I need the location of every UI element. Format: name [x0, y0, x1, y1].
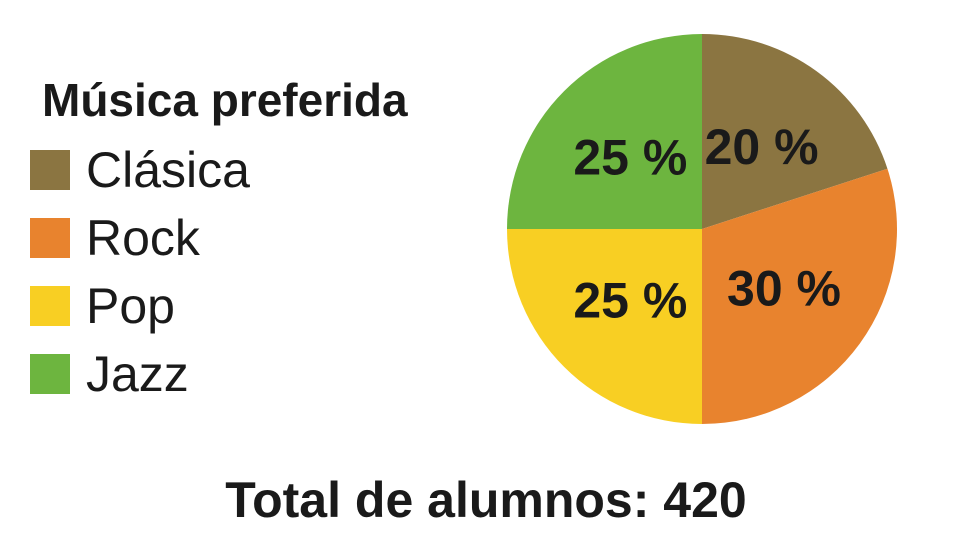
slice-label-jazz: 25 % — [573, 129, 687, 185]
legend-label-pop: Pop — [86, 278, 175, 334]
total-students-footer: Total de alumnos: 420 — [225, 472, 747, 528]
legend-swatch-pop — [30, 286, 70, 326]
chart-legend: Música preferida Clásica Rock Pop Jazz — [30, 70, 408, 408]
slice-label-pop: 25 % — [573, 273, 687, 329]
pie-slice-clasica — [702, 34, 888, 229]
legend-swatch-jazz — [30, 354, 70, 394]
legend-swatch-rock — [30, 218, 70, 258]
slice-label-clasica: 20 % — [705, 119, 819, 175]
legend-title: Música preferida — [42, 74, 408, 126]
slice-label-rock: 30 % — [727, 261, 841, 317]
pie-slice-rock — [702, 168, 898, 424]
legend-label-jazz: Jazz — [86, 346, 189, 402]
pie-slice-pop — [507, 229, 702, 424]
legend-swatch-clasica — [30, 150, 70, 190]
legend-item-pop: Pop — [30, 272, 408, 340]
legend-item-jazz: Jazz — [30, 340, 408, 408]
pie-slice-jazz — [507, 34, 702, 229]
legend-label-clasica: Clásica — [86, 142, 250, 198]
legend-item-clasica: Clásica — [30, 136, 408, 204]
legend-label-rock: Rock — [86, 210, 200, 266]
legend-item-rock: Rock — [30, 204, 408, 272]
